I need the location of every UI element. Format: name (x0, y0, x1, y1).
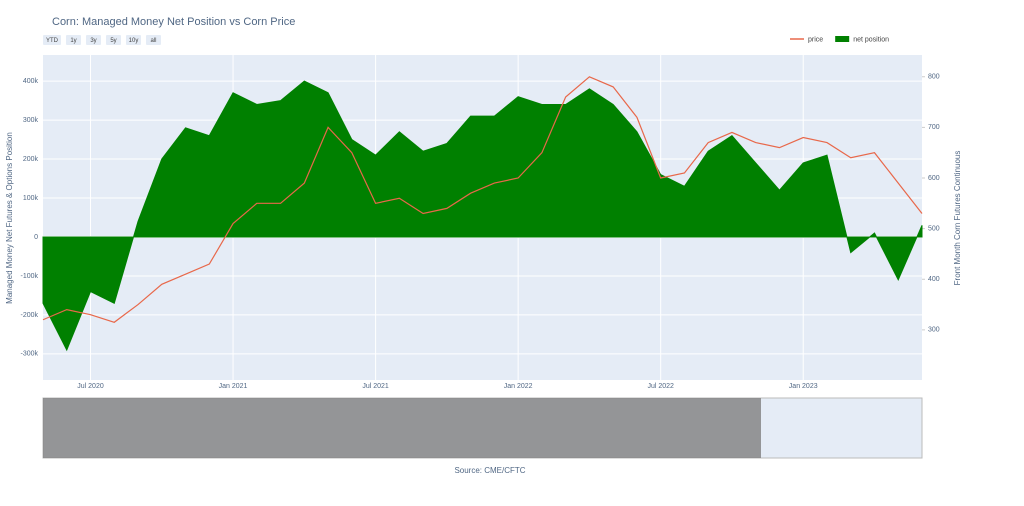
y-tick-label: 400k (23, 78, 39, 85)
source: Source: CME/CFTC (454, 466, 525, 475)
y2-tick-label: 600 (928, 175, 940, 182)
x-tick-label: Jan 2023 (789, 383, 818, 390)
x-tick-label: Jan 2021 (219, 383, 248, 390)
range-button[interactable]: 5y (106, 35, 121, 45)
x-tick-label: Jan 2022 (504, 383, 533, 390)
range-button-label: all (150, 38, 156, 44)
range-button[interactable]: 3y (86, 35, 101, 45)
y2-axis-title: Front Month Corn Futures Continuous (953, 151, 962, 286)
y-tick-label: 200k (23, 156, 39, 163)
legend-item[interactable]: price (790, 36, 823, 43)
range-button-bg (43, 35, 61, 45)
range-button-bg (106, 35, 121, 45)
range-button[interactable]: 1y (66, 35, 81, 45)
range-button-label: 5y (110, 38, 116, 44)
y2-tick-label: 300 (928, 327, 940, 334)
legend-item[interactable]: net position (835, 36, 889, 43)
range-button-bg (86, 35, 101, 45)
range-button-bg (66, 35, 81, 45)
range-button[interactable]: 10y (126, 35, 141, 45)
legend-label: price (808, 36, 823, 43)
y-tick-label: 300k (23, 117, 39, 124)
range-button-label: 3y (90, 38, 96, 44)
y-tick-label: 0 (34, 234, 38, 241)
y-tick-label: -100k (20, 273, 38, 280)
range-button-label: YTD (46, 38, 59, 44)
x-tick-label: Jul 2021 (362, 383, 389, 390)
range-button-bg (146, 35, 161, 45)
range-button-label: 1y (70, 38, 76, 44)
range-slider-mask (43, 398, 761, 458)
y-tick-label: -300k (20, 351, 38, 358)
y-axis-title: Managed Money Net Futures & Options Posi… (5, 132, 14, 304)
net-position-area (42, 80, 923, 352)
y-tick-label: -200k (20, 312, 38, 319)
chart-title: Corn: Managed Money Net Position vs Corn… (52, 16, 295, 28)
range-button[interactable]: all (146, 35, 161, 45)
y2-tick-label: 400 (928, 276, 940, 283)
y2-tick-label: 500 (928, 225, 940, 232)
x-tick-label: Jul 2022 (647, 383, 674, 390)
y-tick-label: 100k (23, 195, 39, 202)
range-button-bg (126, 35, 141, 45)
legend-label: net position (853, 36, 889, 43)
y2-tick-label: 800 (928, 74, 940, 81)
x-tick-label: Jul 2020 (77, 383, 104, 390)
legend-swatch (835, 36, 850, 42)
y2-tick-label: 700 (928, 124, 940, 131)
price-line (42, 76, 923, 323)
range-button[interactable]: YTD (43, 35, 61, 45)
range-button-label: 10y (129, 38, 139, 44)
